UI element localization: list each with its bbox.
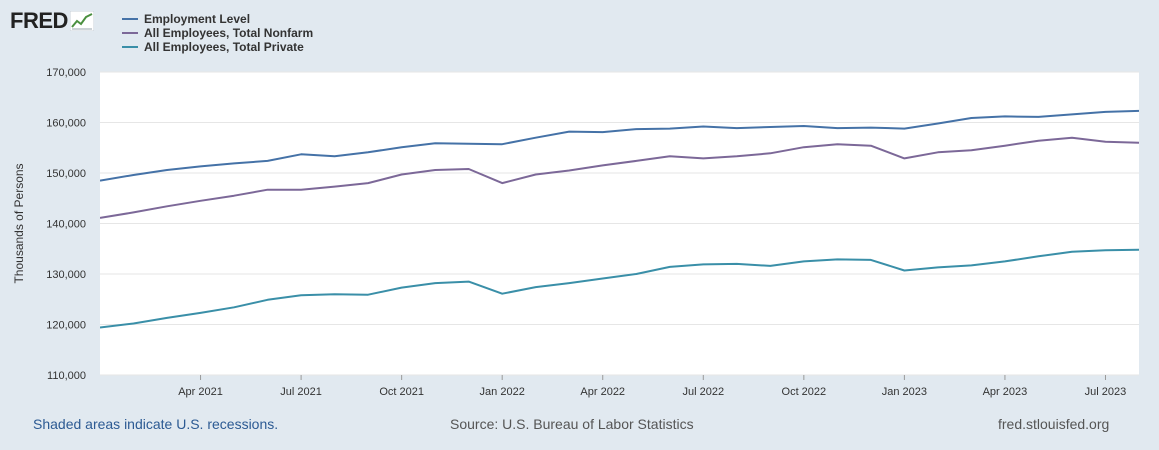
recession-note: Shaded areas indicate U.S. recessions.: [33, 416, 279, 432]
site-link[interactable]: fred.stlouisfed.org: [998, 416, 1110, 432]
y-tick-label: 120,000: [46, 320, 86, 332]
legend-swatch: [122, 46, 138, 48]
legend-label: All Employees, Total Nonfarm: [144, 26, 314, 40]
legend-item[interactable]: All Employees, Total Nonfarm: [122, 26, 313, 40]
legend-swatch: [122, 32, 138, 34]
series-line-3: [100, 248, 1139, 329]
legend-swatch: [122, 18, 138, 20]
chart-legend: Employment Level All Employees, Total No…: [122, 12, 313, 54]
y-tick-label: 170,000: [46, 67, 86, 79]
x-tick-label: Jan 2023: [882, 386, 927, 398]
y-tick-label: 160,000: [46, 118, 86, 130]
x-tick-label: Apr 2023: [983, 386, 1028, 398]
line-chart: 110,000 120,000 130,000 140,000 150,000 160,0…: [12, 67, 1139, 398]
legend-label: All Employees, Total Private: [144, 40, 304, 54]
legend-label: Employment Level: [144, 12, 251, 26]
x-tick-label: Apr 2022: [580, 386, 625, 398]
x-tick-label: Jul 2023: [1085, 386, 1127, 398]
logo-text: FRED: [10, 8, 68, 33]
y-tick-label: 110,000: [47, 370, 86, 382]
y-tick-label: 140,000: [46, 219, 86, 231]
x-tick-label: Apr 2021: [178, 386, 223, 398]
series-line-1: [100, 109, 1139, 182]
fred-logo[interactable]: FRED: [10, 8, 94, 34]
y-tick-label: 130,000: [46, 269, 86, 281]
x-tick-label: Jul 2022: [682, 386, 724, 398]
y-axis-title: Thousands of Persons: [12, 163, 26, 283]
source-note: Source: U.S. Bureau of Labor Statistics: [450, 416, 694, 432]
line-chart-icon: [69, 11, 94, 31]
legend-item[interactable]: Employment Level: [122, 12, 313, 26]
x-tick-label: Jan 2022: [480, 386, 525, 398]
series-line-2: [100, 136, 1139, 219]
legend-item[interactable]: All Employees, Total Private: [122, 40, 313, 54]
x-tick-label: Oct 2022: [782, 386, 827, 398]
y-tick-label: 150,000: [46, 168, 86, 180]
x-tick-label: Jul 2021: [280, 386, 322, 398]
x-tick-label: Oct 2021: [379, 386, 424, 398]
